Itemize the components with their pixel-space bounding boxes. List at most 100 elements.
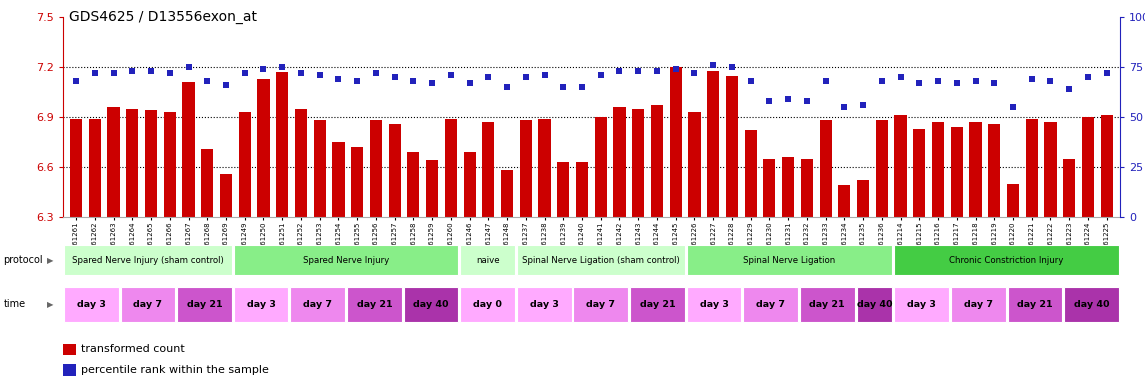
Point bbox=[273, 64, 291, 70]
Point bbox=[498, 84, 516, 90]
Point bbox=[142, 68, 160, 74]
Text: day 40: day 40 bbox=[856, 300, 892, 309]
Text: day 3: day 3 bbox=[907, 300, 937, 309]
Point bbox=[1098, 70, 1116, 76]
Point bbox=[1041, 78, 1059, 84]
Bar bbox=[820, 121, 831, 217]
Point bbox=[66, 78, 85, 84]
Bar bbox=[614, 107, 625, 217]
Point bbox=[292, 70, 310, 76]
Text: day 7: day 7 bbox=[134, 300, 163, 309]
Bar bbox=[782, 157, 795, 217]
Bar bbox=[520, 121, 532, 217]
Bar bbox=[726, 76, 739, 217]
Bar bbox=[502, 170, 513, 217]
Bar bbox=[482, 122, 495, 217]
Text: day 7: day 7 bbox=[586, 300, 615, 309]
Text: day 0: day 0 bbox=[473, 300, 502, 309]
Point bbox=[929, 78, 947, 84]
Bar bbox=[932, 122, 945, 217]
Point bbox=[198, 78, 216, 84]
Point bbox=[330, 76, 348, 82]
Bar bbox=[1044, 122, 1057, 217]
Point bbox=[966, 78, 985, 84]
Point bbox=[835, 104, 853, 110]
Bar bbox=[352, 147, 363, 217]
Bar bbox=[914, 129, 925, 217]
Point bbox=[722, 64, 741, 70]
Bar bbox=[120, 286, 175, 322]
Bar bbox=[370, 121, 382, 217]
Bar bbox=[632, 109, 645, 217]
Point bbox=[592, 72, 610, 78]
Point bbox=[760, 98, 779, 104]
Point bbox=[816, 78, 835, 84]
Bar bbox=[876, 121, 887, 217]
Text: day 21: day 21 bbox=[187, 300, 222, 309]
Bar bbox=[558, 162, 569, 217]
Bar bbox=[650, 106, 663, 217]
Bar bbox=[1100, 116, 1113, 217]
Bar bbox=[743, 286, 798, 322]
Bar bbox=[670, 67, 681, 217]
Bar bbox=[108, 107, 120, 217]
Point bbox=[516, 74, 535, 80]
Bar bbox=[1008, 286, 1063, 322]
Point bbox=[310, 72, 329, 78]
Text: Chronic Constriction Injury: Chronic Constriction Injury bbox=[949, 256, 1064, 265]
Bar bbox=[856, 180, 869, 217]
Bar bbox=[202, 149, 213, 217]
Bar bbox=[234, 286, 289, 322]
Bar bbox=[314, 121, 326, 217]
Text: day 3: day 3 bbox=[700, 300, 728, 309]
Point bbox=[892, 74, 910, 80]
Bar bbox=[182, 82, 195, 217]
Bar bbox=[291, 286, 345, 322]
Bar bbox=[347, 286, 402, 322]
Point bbox=[348, 78, 366, 84]
Point bbox=[404, 78, 423, 84]
Text: transformed count: transformed count bbox=[81, 344, 185, 354]
Point bbox=[104, 70, 123, 76]
Text: day 3: day 3 bbox=[77, 300, 105, 309]
Text: ▶: ▶ bbox=[47, 256, 54, 265]
Bar bbox=[894, 245, 1119, 275]
Bar bbox=[576, 162, 589, 217]
Bar bbox=[220, 174, 232, 217]
Point bbox=[236, 70, 254, 76]
Text: day 7: day 7 bbox=[303, 300, 332, 309]
Point bbox=[479, 74, 497, 80]
Bar bbox=[574, 286, 629, 322]
Bar bbox=[950, 127, 963, 217]
Bar bbox=[687, 286, 742, 322]
Bar bbox=[89, 119, 101, 217]
Bar bbox=[145, 111, 157, 217]
Point bbox=[1004, 104, 1022, 110]
Point bbox=[254, 66, 273, 72]
Text: day 7: day 7 bbox=[756, 300, 785, 309]
Bar bbox=[800, 286, 854, 322]
Bar bbox=[404, 286, 458, 322]
Bar bbox=[70, 119, 82, 217]
Bar bbox=[234, 245, 458, 275]
Point bbox=[948, 80, 966, 86]
Bar bbox=[444, 119, 457, 217]
Text: ▶: ▶ bbox=[47, 300, 54, 309]
Text: day 40: day 40 bbox=[413, 300, 449, 309]
Point bbox=[160, 70, 179, 76]
Bar bbox=[164, 112, 176, 217]
Text: protocol: protocol bbox=[3, 255, 44, 265]
Point bbox=[366, 70, 385, 76]
Point bbox=[1060, 86, 1079, 92]
Text: Spared Nerve Injury: Spared Nerve Injury bbox=[303, 256, 389, 265]
Bar bbox=[1082, 117, 1093, 217]
Bar bbox=[426, 161, 439, 217]
Bar bbox=[126, 109, 139, 217]
Bar bbox=[388, 124, 401, 217]
Text: day 21: day 21 bbox=[810, 300, 845, 309]
Point bbox=[610, 68, 629, 74]
Text: naive: naive bbox=[476, 256, 499, 265]
Point bbox=[666, 66, 685, 72]
Bar bbox=[295, 109, 307, 217]
Bar bbox=[800, 159, 813, 217]
